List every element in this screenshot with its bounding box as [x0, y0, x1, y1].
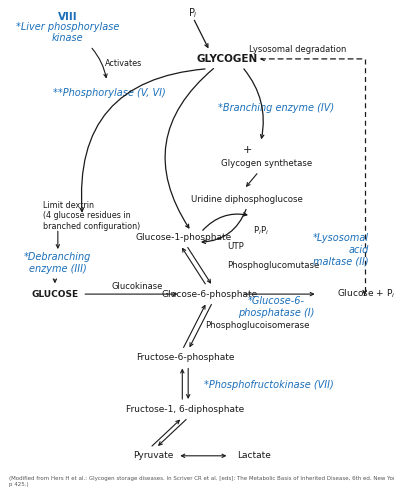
- Text: (Modified from Hers H et al.: Glycogen storage diseases. In Scriver CR et al. [e: (Modified from Hers H et al.: Glycogen s…: [9, 476, 394, 487]
- Text: Fructose-1, 6-diphosphate: Fructose-1, 6-diphosphate: [126, 405, 244, 414]
- Text: Phosphoglucomutase: Phosphoglucomutase: [227, 261, 320, 270]
- Text: Pyruvate: Pyruvate: [133, 452, 173, 460]
- Text: *Glucose-6-
phosphatase (I): *Glucose-6- phosphatase (I): [238, 296, 314, 318]
- Text: Fructose-6-phosphate: Fructose-6-phosphate: [136, 354, 234, 362]
- Text: **Phosphorylase (V, VI): **Phosphorylase (V, VI): [54, 88, 166, 98]
- Text: +: +: [242, 145, 252, 155]
- Text: VIII: VIII: [58, 12, 78, 22]
- Text: GLUCOSE: GLUCOSE: [32, 290, 78, 298]
- Text: GLYCOGEN: GLYCOGEN: [197, 54, 258, 64]
- Text: P$_i$P$_i$: P$_i$P$_i$: [253, 224, 269, 236]
- Text: Phosphoglucoisomerase: Phosphoglucoisomerase: [205, 321, 309, 330]
- Text: Lactate: Lactate: [237, 452, 271, 460]
- Text: Glycogen synthetase: Glycogen synthetase: [221, 160, 312, 168]
- Text: P$_i$: P$_i$: [188, 6, 198, 20]
- Text: *Liver phosphorylase
kinase: *Liver phosphorylase kinase: [16, 22, 119, 43]
- Text: Glucose-1-phosphate: Glucose-1-phosphate: [135, 233, 231, 242]
- Text: *Lysosomal
acid
maltase (II): *Lysosomal acid maltase (II): [312, 234, 368, 266]
- Text: Glucokinase: Glucokinase: [112, 282, 163, 291]
- Text: Glucose + P$_i$: Glucose + P$_i$: [337, 288, 394, 300]
- Text: Glucose-6-phosphate: Glucose-6-phosphate: [162, 290, 258, 298]
- Text: *Debranching
enzyme (III): *Debranching enzyme (III): [24, 252, 91, 274]
- Text: *Branching enzyme (IV): *Branching enzyme (IV): [218, 103, 335, 113]
- Text: *Phosphofructokinase (VII): *Phosphofructokinase (VII): [204, 380, 333, 390]
- Text: Uridine diphosphoglucose: Uridine diphosphoglucose: [191, 194, 303, 203]
- Text: Activates: Activates: [105, 60, 142, 68]
- Text: UTP: UTP: [227, 242, 243, 250]
- Text: Limit dextrin
(4 glucose residues in
branched configuration): Limit dextrin (4 glucose residues in bra…: [43, 201, 140, 230]
- Text: Lysosomal degradation: Lysosomal degradation: [249, 44, 347, 54]
